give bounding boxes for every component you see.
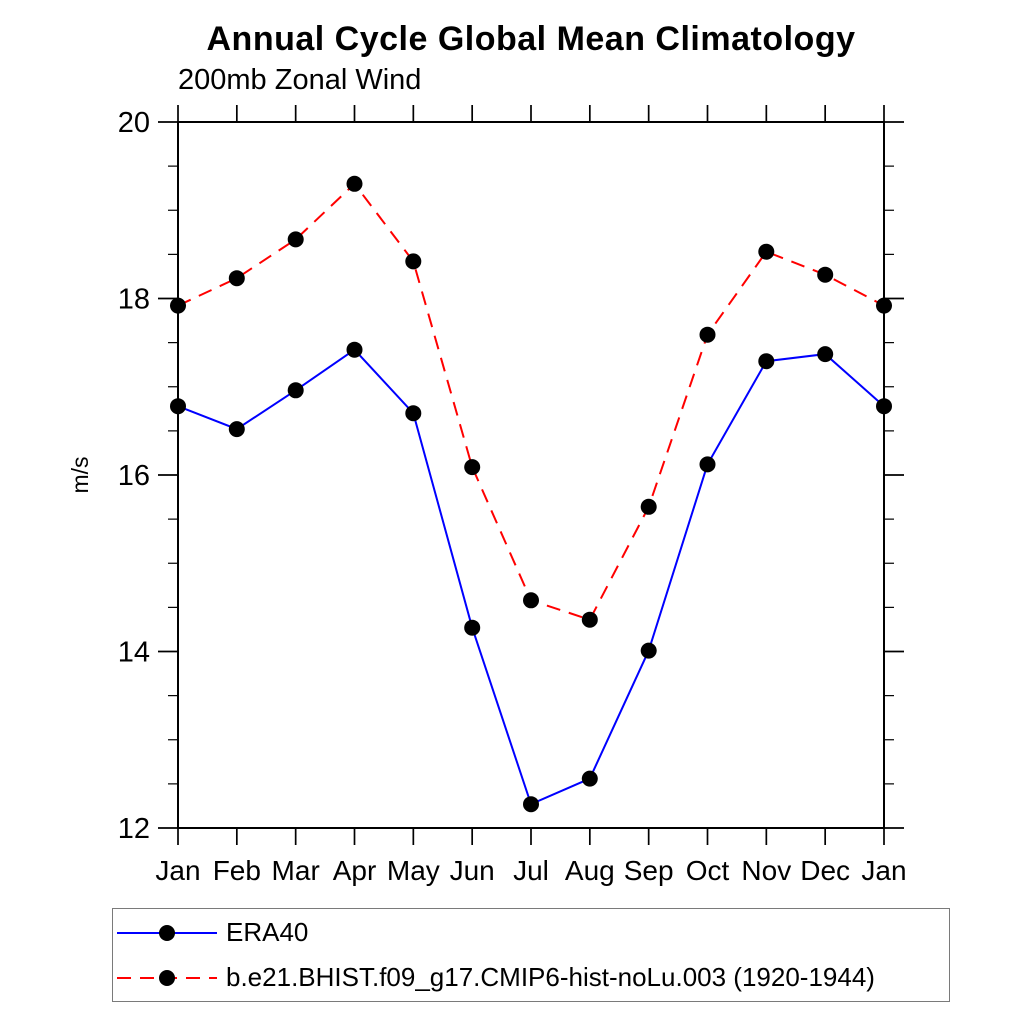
series-markers-0 — [170, 341, 892, 813]
data-point — [464, 459, 481, 476]
data-point — [581, 611, 598, 628]
plot-frame — [177, 121, 885, 829]
data-point — [170, 297, 186, 314]
data-point — [405, 405, 422, 422]
data-point — [464, 619, 481, 636]
data-point — [228, 270, 245, 287]
model-line-marker-icon — [117, 969, 217, 986]
data-point — [699, 326, 716, 343]
y-ticks — [158, 121, 904, 829]
x-tick-label: Apr — [333, 855, 377, 886]
x-tick-label: Dec — [800, 855, 850, 886]
legend-item-model: b.e21.BHIST.f09_g17.CMIP6-hist-noLu.003 … — [113, 955, 949, 1000]
x-tick-label: Mar — [272, 855, 320, 886]
legend-label-model: b.e21.BHIST.f09_g17.CMIP6-hist-noLu.003 … — [226, 962, 875, 992]
data-point — [346, 341, 363, 358]
x-tick-label: Sep — [624, 855, 674, 886]
y-tick-label: 12 — [118, 813, 150, 845]
y-tick-label: 20 — [118, 107, 150, 139]
data-point — [287, 231, 304, 248]
series-line-1 — [177, 182, 885, 621]
y-axis-title: m/s — [67, 456, 93, 493]
data-point — [876, 297, 892, 314]
data-point — [346, 175, 363, 192]
x-ticks — [177, 105, 885, 845]
legend: ERA40 b.e21.BHIST.f09_g17.CMIP6-hist-noL… — [112, 908, 950, 1002]
axes-frame — [177, 121, 885, 829]
data-point — [640, 642, 657, 659]
x-tick-label: Aug — [565, 855, 615, 886]
data-point — [640, 498, 657, 515]
legend-label-era40: ERA40 — [226, 917, 309, 947]
chart-title: Annual Cycle Global Mean Climatology — [206, 20, 856, 58]
x-tick-label: Nov — [741, 855, 791, 886]
y-tick-labels: 12 14 16 18 20 — [118, 107, 150, 845]
data-point — [581, 770, 598, 787]
data-point — [758, 353, 775, 370]
y-tick-label: 16 — [118, 460, 150, 492]
x-tick-label: Jun — [450, 855, 495, 886]
y-tick-label: 18 — [118, 284, 150, 316]
x-tick-label: Feb — [213, 855, 261, 886]
x-tick-label: Jul — [513, 855, 549, 886]
data-point — [405, 253, 422, 270]
data-point — [228, 421, 245, 438]
data-point — [170, 398, 186, 415]
legend-item-era40: ERA40 — [113, 910, 949, 955]
series-line-0 — [177, 348, 885, 806]
data-point — [876, 398, 892, 415]
data-point — [523, 592, 539, 609]
y-tick-label: 14 — [118, 637, 150, 669]
era40-line-marker-icon — [117, 924, 217, 941]
data-point — [287, 382, 304, 399]
x-tick-label: May — [387, 855, 440, 886]
x-tick-label: Jan — [155, 855, 200, 886]
data-point — [817, 266, 834, 283]
data-point — [699, 456, 716, 473]
x-tick-labels: Jan Feb Mar Apr May Jun Jul Aug Sep Oct Nov Dec Jan — [155, 855, 906, 886]
data-point — [523, 796, 539, 813]
data-point — [817, 346, 834, 363]
x-tick-label: Oct — [686, 855, 730, 886]
x-tick-label: Jan — [861, 855, 906, 886]
series-markers-1 — [170, 175, 892, 628]
chart-subtitle: 200mb Zonal Wind — [178, 64, 422, 96]
data-point — [758, 243, 775, 260]
